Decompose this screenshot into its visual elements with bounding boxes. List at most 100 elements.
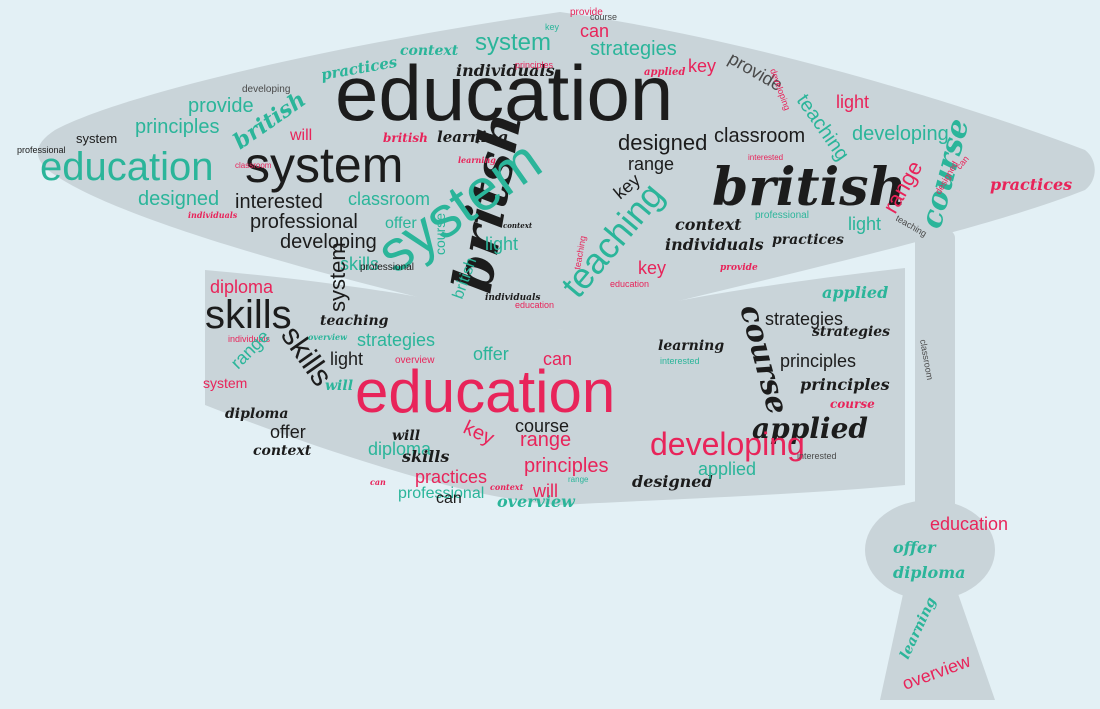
cloud-word: applied — [752, 412, 868, 445]
cloud-word: classroom — [348, 189, 430, 209]
cloud-word: individuals — [456, 61, 555, 80]
cloud-word: skills — [340, 254, 379, 274]
cloud-word: designed — [632, 472, 713, 491]
cloud-word: will — [325, 378, 353, 394]
cloud-word: professional — [360, 262, 414, 273]
cloud-word: practices — [772, 232, 844, 248]
cloud-word: individuals — [228, 334, 271, 344]
cloud-word: range — [520, 429, 571, 451]
cloud-word: professional — [755, 210, 809, 221]
cloud-word: course — [590, 12, 617, 22]
cloud-word: skills — [401, 447, 449, 466]
cloud-word: can — [370, 477, 386, 487]
cloud-word: system — [245, 137, 403, 193]
cloud-word: context — [675, 215, 742, 234]
cloud-word: diploma — [893, 563, 966, 582]
cloud-word: strategies — [590, 38, 677, 60]
cloud-word: teaching — [320, 313, 389, 329]
cloud-word: professional — [250, 211, 358, 233]
cloud-word: course — [515, 416, 569, 436]
cloud-word: learning — [437, 128, 508, 146]
cloud-word: context — [490, 482, 524, 492]
cloud-word: can — [436, 490, 462, 507]
cloud-word: range — [568, 475, 589, 484]
cloud-word: will — [532, 481, 558, 501]
cloud-word: offer — [893, 538, 937, 557]
cloud-word: principles — [524, 455, 608, 477]
cloud-word: education — [515, 300, 554, 310]
cloud-word: context — [400, 43, 459, 59]
cloud-word: course — [432, 213, 448, 255]
cloud-word: strategies — [765, 309, 843, 329]
cloud-word: individuals — [485, 293, 540, 303]
cloud-word: offer — [473, 344, 509, 364]
cloud-word: interested — [235, 191, 323, 213]
cloud-word: interested — [660, 356, 700, 366]
cloud-word: classroom — [235, 161, 272, 170]
cloud-word: light — [836, 92, 869, 112]
cloud-word: developing — [280, 231, 377, 253]
cloud-word: diploma — [368, 439, 432, 459]
cloud-word: british — [383, 131, 428, 145]
cloud-word: can — [580, 21, 609, 41]
cloud-word: interested — [797, 451, 837, 461]
cloud-word: strategies — [357, 330, 435, 350]
cloud-word: principles — [135, 116, 219, 138]
cloud-word: practices — [415, 467, 487, 487]
cloud-word: diploma — [210, 277, 274, 297]
cloud-word: overview — [395, 355, 435, 366]
cloud-word: applied — [644, 67, 685, 78]
cloud-word: interested — [748, 153, 783, 162]
cloud-word: applied — [698, 459, 756, 479]
cloud-word: professional — [398, 485, 484, 502]
cloud-word: designed — [138, 188, 219, 210]
cloud-word: provide — [188, 95, 254, 117]
cloud-word: context — [253, 443, 312, 459]
cloud-word: developing — [650, 426, 805, 462]
cloud-word: education — [335, 49, 673, 137]
cloud-word: education — [930, 514, 1008, 534]
cloud-word: classroom — [714, 125, 805, 147]
cloud-word: education — [40, 145, 213, 189]
cloud-word: context — [503, 221, 533, 230]
cloud-word: diploma — [225, 406, 288, 422]
cloud-word: learning — [658, 338, 724, 354]
cloud-word: principles — [780, 351, 856, 371]
cloud-word: key — [638, 258, 666, 278]
cloud-word: provide — [720, 263, 758, 273]
cloud-word: system — [325, 242, 350, 312]
cloud-word: applied — [822, 283, 888, 302]
cloud-word: individuals — [665, 235, 764, 254]
cloud-word: developing — [242, 84, 290, 95]
cloud-word: system — [475, 29, 551, 56]
cloud-word: course — [830, 397, 875, 411]
cloud-word: system — [76, 131, 117, 146]
cloud-word: designed — [618, 130, 707, 155]
cloud-word: education — [355, 358, 615, 425]
cloud-word: will — [289, 127, 312, 144]
cloud-word: professional — [17, 145, 66, 155]
cloud-word: offer — [385, 215, 417, 232]
cloud-word: british — [712, 157, 906, 218]
cloud-word: learning — [458, 155, 496, 165]
cloud-word: developing — [852, 123, 949, 145]
cloud-word: individuals — [188, 210, 238, 220]
cloud-word: light — [330, 349, 363, 369]
cloud-word: can — [543, 349, 572, 369]
cloud-word: light — [848, 214, 881, 234]
cloud-word: practices — [990, 175, 1072, 194]
cloud-word: strategies — [812, 324, 890, 340]
cloud-word: key — [545, 22, 560, 32]
cloud-word: light — [485, 234, 518, 254]
cloud-word: principles — [515, 60, 554, 70]
cloud-word: system — [203, 375, 247, 391]
cloud-word: overview — [308, 332, 348, 342]
cloud-word: provide — [570, 7, 603, 18]
cloud-word: skills — [205, 293, 292, 337]
cloud-word: education — [610, 279, 649, 289]
cloud-word: range — [628, 154, 674, 174]
cloud-word: principles — [800, 375, 890, 394]
cloud-word: will — [392, 428, 420, 444]
